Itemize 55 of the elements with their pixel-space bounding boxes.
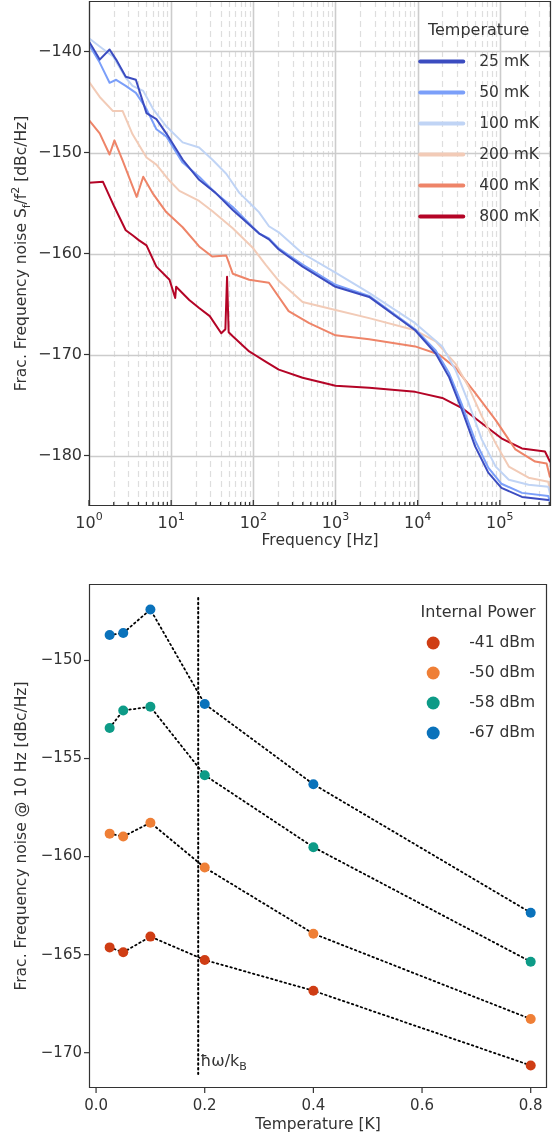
point <box>145 604 156 615</box>
legend-title: Temperature <box>426 19 530 39</box>
point <box>308 985 319 996</box>
x-tick-label: 0.2 <box>192 1095 217 1114</box>
x-tick-label: 0.6 <box>410 1095 434 1114</box>
point <box>199 770 210 781</box>
x-tick-label: 0.8 <box>518 1095 543 1114</box>
point <box>199 699 210 710</box>
y-tick-label: −180 <box>38 444 83 464</box>
point <box>308 779 319 790</box>
point <box>118 628 129 639</box>
legend-label: 200 mK <box>479 144 540 163</box>
y-tick-label: −165 <box>40 944 82 963</box>
point <box>308 928 319 939</box>
y-tick-label: −170 <box>38 343 83 363</box>
y-tick-label: −150 <box>40 650 82 669</box>
point <box>145 931 156 942</box>
point <box>199 862 210 873</box>
legend-title: Internal Power <box>420 602 537 622</box>
legend-label: -67 dBm <box>469 723 536 742</box>
y-tick-label: −150 <box>38 141 83 161</box>
point <box>145 817 156 828</box>
y-tick-label: −160 <box>38 242 83 262</box>
y-axis-title: Frac. Frequency noise Sf/f2 [dBc/Hz] <box>8 115 33 392</box>
y-axis-title: Frac. Frequency noise @ 10 Hz [dBc/Hz] <box>12 681 31 991</box>
point <box>525 907 536 918</box>
point <box>145 701 156 712</box>
point <box>118 705 129 716</box>
legend-label: 25 mK <box>479 51 530 70</box>
point <box>118 947 129 958</box>
point <box>308 842 319 853</box>
point <box>525 1060 536 1071</box>
legend-label: 50 mK <box>479 82 530 101</box>
y-tick-label: −170 <box>40 1042 82 1061</box>
point <box>104 828 115 839</box>
point <box>104 629 115 640</box>
x-axis-title: Temperature [K] <box>254 1115 381 1134</box>
point <box>199 954 210 965</box>
legend-label: -58 dBm <box>469 693 536 712</box>
legend-label: -50 dBm <box>469 663 536 682</box>
legend-label: 100 mK <box>479 113 540 132</box>
x-axis-title: Frequency [Hz] <box>261 531 379 550</box>
x-tick-label: 0.0 <box>84 1095 108 1114</box>
y-tick-label: −160 <box>40 846 82 865</box>
x-tick-label: 0.4 <box>301 1095 326 1114</box>
legend-label: 800 mK <box>479 206 540 225</box>
point <box>525 956 536 967</box>
point <box>104 942 115 953</box>
legend-label: 400 mK <box>479 175 540 194</box>
point <box>104 722 115 733</box>
point <box>525 1013 536 1024</box>
y-tick-label: −140 <box>38 40 83 60</box>
y-tick-label: −155 <box>40 748 82 767</box>
legend-label: -41 dBm <box>469 633 536 652</box>
point <box>118 831 129 842</box>
